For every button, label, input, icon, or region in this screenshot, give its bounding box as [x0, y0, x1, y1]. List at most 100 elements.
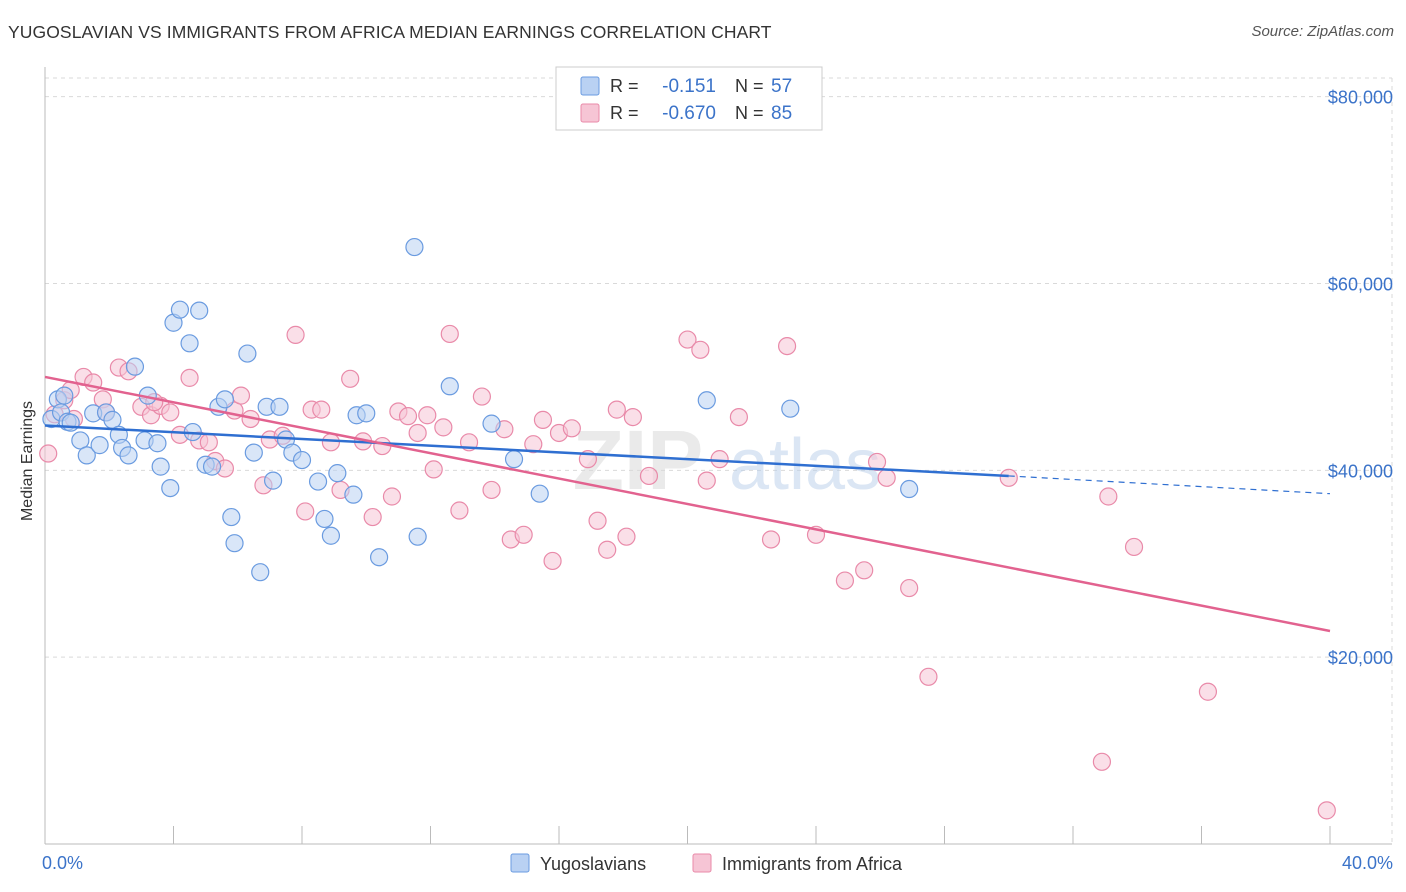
africa-point-73 [867, 452, 887, 472]
yugoslavians-point-30 [222, 507, 241, 527]
yugoslavians-point-53 [504, 450, 524, 469]
bottom-legend-immigrants: Immigrants from Africa [722, 854, 903, 874]
yugoslavians-point-36 [263, 471, 283, 490]
x-tick-label-start: 0.0% [42, 853, 83, 873]
africa-point-47 [482, 480, 501, 500]
africa-point-36 [382, 487, 402, 506]
africa-point-81 [1198, 682, 1218, 701]
africa-point-62 [639, 466, 659, 486]
y-axis-label: Median Earnings [19, 401, 36, 521]
yugoslavians-trend-line [44, 424, 1009, 478]
legend-r-label-1: R = [610, 76, 639, 96]
yugoslavians-point-3 [55, 386, 74, 405]
africa-point-67 [729, 407, 749, 427]
africa-point-17 [199, 433, 218, 452]
yugoslavians-point-40 [292, 450, 312, 470]
yugoslavians-point-42 [315, 509, 334, 529]
legend-n-label-1: N = [735, 76, 764, 96]
africa-point-43 [440, 324, 459, 344]
africa-point-40 [418, 406, 437, 425]
africa-point-71 [835, 571, 855, 590]
y-tick-label-40000: $40,000 [1328, 461, 1393, 481]
africa-point-15 [180, 368, 199, 387]
yugoslavians-point-57 [900, 479, 919, 499]
africa-point-55 [562, 419, 581, 438]
africa-point-26 [286, 325, 305, 344]
legend-n-value-1: 57 [771, 76, 792, 97]
yugoslavians-point-44 [328, 464, 347, 483]
yugoslavians-point-5 [61, 413, 80, 432]
yugoslavians-point-27 [202, 457, 222, 476]
yugoslavians-trend-extension [1008, 475, 1331, 495]
africa-point-61 [623, 407, 642, 427]
yugoslavians-point-18 [148, 434, 167, 453]
bottom-legend-swatch-pink [692, 853, 712, 873]
africa-point-39 [408, 423, 427, 443]
yugoslavians-point-37 [270, 397, 289, 416]
africa-point-46 [472, 387, 491, 406]
legend-r-label-2: R = [610, 103, 639, 123]
africa-point-27 [296, 502, 315, 521]
africa-point-38 [398, 407, 418, 426]
source-label: Source: ZipAtlas.com [1251, 23, 1394, 40]
africa-point-58 [598, 540, 617, 559]
immigrants-from-africa-points [39, 324, 1336, 820]
y-tick-label-80000: $80,000 [1328, 88, 1393, 108]
chart-title: YUGOSLAVIAN VS IMMIGRANTS FROM AFRICA ME… [8, 22, 772, 42]
yugoslavians-point-23 [180, 334, 199, 353]
x-tick-label-end: 40.0% [1342, 853, 1393, 873]
africa-point-51 [524, 435, 543, 454]
yugoslavians-point-34 [251, 563, 270, 582]
africa-point-21 [231, 386, 251, 405]
yugoslavians-point-43 [321, 526, 341, 545]
y-tick-label-20000: $20,000 [1328, 648, 1393, 668]
africa-point-42 [434, 418, 453, 437]
legend-swatch-pink [580, 103, 600, 123]
africa-point-60 [617, 527, 636, 546]
africa-point-0 [39, 444, 58, 463]
yugoslavians-point-50 [408, 527, 427, 546]
yugoslavians-point-33 [244, 443, 263, 462]
africa-point-13 [161, 403, 180, 422]
yugoslavians-point-20 [161, 478, 180, 498]
africa-point-79 [1099, 487, 1118, 506]
africa-point-82 [1317, 801, 1336, 820]
series-legend: Yugoslavians Immigrants from Africa [510, 853, 903, 874]
yugoslavians-point-6 [71, 431, 90, 450]
yugoslavians-point-14 [119, 446, 138, 465]
africa-point-32 [341, 369, 360, 388]
africa-point-78 [1092, 752, 1112, 771]
yugoslavians-point-54 [530, 484, 549, 503]
africa-point-59 [607, 400, 626, 419]
africa-point-74 [877, 468, 896, 487]
africa-point-77 [999, 468, 1018, 487]
africa-point-30 [321, 433, 341, 452]
yugoslavians-point-45 [344, 485, 363, 504]
africa-point-66 [710, 450, 729, 469]
yugoslavians-point-31 [225, 534, 244, 553]
yugoslavians-point-32 [238, 344, 257, 363]
yugoslavians-point-48 [370, 548, 389, 567]
africa-point-41 [424, 460, 443, 479]
africa-point-69 [777, 337, 797, 356]
yugoslavians-point-7 [77, 446, 96, 465]
yugoslavians-point-55 [697, 391, 716, 410]
yugoslavians-point-29 [215, 390, 234, 409]
africa-point-80 [1124, 537, 1144, 557]
africa-point-75 [900, 578, 919, 598]
africa-point-68 [761, 530, 781, 549]
bottom-legend-yugoslavians: Yugoslavians [540, 854, 646, 874]
axis-ticks: $20,000 $40,000 $60,000 $80,000 0.0% 40.0% [42, 88, 1393, 873]
africa-point-72 [855, 561, 874, 580]
yugoslavians-point-15 [125, 357, 145, 376]
africa-point-64 [691, 340, 710, 359]
yugoslavians-point-52 [482, 414, 501, 433]
yugoslavians-point-19 [151, 457, 170, 476]
africa-point-29 [312, 400, 331, 419]
legend-swatch-blue [580, 76, 600, 96]
y-tick-label-60000: $60,000 [1328, 275, 1393, 295]
yugoslavians-points [42, 237, 919, 582]
africa-point-65 [697, 471, 716, 490]
yugoslavians-point-41 [308, 472, 328, 491]
